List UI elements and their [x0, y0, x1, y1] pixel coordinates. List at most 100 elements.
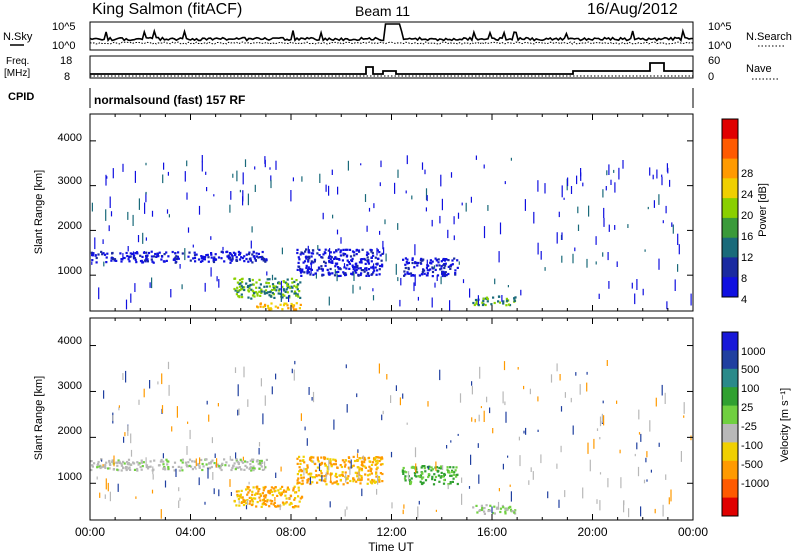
echo-cell-region-1	[245, 502, 248, 505]
echo-cell-region-1	[290, 290, 293, 293]
echo-cell-region-5	[481, 301, 484, 304]
cpid-program: normalsound (fast) 157 RF	[94, 93, 245, 107]
echo-cell-region-1	[259, 283, 262, 286]
echo-cell-scatter	[589, 459, 591, 472]
echo-cell-region-1	[285, 288, 288, 291]
echo-cell-region-0	[257, 462, 260, 466]
echo-cell-region-1	[298, 500, 301, 503]
echo-cell-region-3	[313, 260, 316, 263]
echo-cell-region-0	[239, 251, 242, 254]
echo-cell-scatter	[670, 489, 672, 502]
echo-cell-region-1	[258, 496, 261, 499]
echo-cell-region-2	[315, 474, 318, 477]
echo-cell-scatter	[106, 176, 108, 179]
echo-cell-region-4	[406, 262, 409, 265]
echo-cell-scatter	[376, 488, 378, 495]
echo-cell-region-4	[488, 509, 492, 512]
echo-cell-region-3	[410, 477, 413, 480]
echo-cell-region-0	[212, 260, 216, 264]
echo-cell-scatter	[270, 175, 272, 182]
echo-cell-region-3	[333, 251, 336, 254]
echo-cell-scatter	[540, 251, 542, 260]
echo-cell-region-3	[307, 260, 310, 263]
echo-cell-region-3	[439, 467, 442, 470]
echo-cell-region-1	[237, 498, 240, 501]
echo-cell-region-0	[102, 252, 105, 255]
echo-cell-region-4	[417, 261, 420, 265]
echo-cell-region-0	[238, 466, 241, 469]
echo-cell-scatter	[431, 219, 433, 227]
echo-cell-region-0	[234, 252, 237, 255]
power-cb-tick-8: 8	[741, 273, 747, 285]
echo-cell-region-2	[358, 469, 361, 472]
echo-cell-region-0	[260, 465, 263, 468]
echo-cell-scatter	[373, 203, 375, 209]
echo-cell-region-3	[336, 262, 339, 265]
echo-cell-region-1	[267, 490, 270, 493]
echo-cell-region-3	[409, 482, 412, 485]
echo-cell-region-0	[152, 261, 155, 264]
echo-cell-region-2	[334, 481, 337, 484]
echo-cell-region-3	[366, 256, 369, 259]
echo-cell-region-2	[309, 456, 312, 460]
echo-cell-region-2	[360, 467, 363, 470]
echo-cell-region-3	[310, 260, 313, 263]
echo-cell-region-3	[339, 254, 342, 257]
echo-cell-region-0	[118, 461, 121, 465]
echo-cell-region-1	[285, 501, 288, 504]
echo-cell-region-1	[270, 490, 273, 493]
echo-cell-region-2	[263, 305, 266, 308]
echo-cell-region-5	[492, 296, 495, 299]
echo-cell-region-2	[304, 468, 307, 471]
echo-cell-region-3	[430, 469, 433, 472]
echo-cell-region-3	[299, 267, 302, 271]
echo-cell-scatter	[439, 369, 441, 381]
echo-cell-region-1	[297, 486, 300, 489]
echo-cell-region-1	[284, 490, 288, 493]
echo-cell-scatter	[229, 479, 231, 487]
noise-right-tick-top: 10^5	[708, 21, 732, 33]
freq-label-1: Freq.	[6, 56, 29, 67]
echo-cell-region-0	[125, 466, 128, 469]
echo-cell-region-1	[240, 501, 243, 504]
echo-cell-region-3	[335, 250, 338, 253]
echo-cell-region-3	[357, 274, 360, 277]
echo-cell-region-3	[310, 255, 313, 258]
echo-cell-region-0	[191, 468, 194, 471]
velocity-ytick-2000: 2000	[58, 425, 82, 437]
echo-cell-region-1	[260, 505, 263, 508]
echo-cell-region-1	[245, 488, 248, 491]
colorbar-swatch	[722, 387, 738, 407]
echo-cell-region-3	[324, 248, 327, 251]
noise-left-tick-top: 10^5	[52, 21, 76, 33]
echo-cell-scatter	[230, 191, 232, 200]
echo-cell-region-4	[504, 512, 507, 515]
echo-cell-region-1	[250, 496, 253, 499]
echo-cell-region-4	[483, 510, 486, 513]
echo-cell-scatter	[400, 277, 402, 286]
echo-cell-region-3	[306, 272, 309, 275]
echo-cell-region-2	[362, 464, 365, 467]
echo-cell-scatter	[690, 293, 692, 306]
echo-cell-region-0	[232, 465, 235, 468]
echo-cell-region-2	[306, 466, 309, 469]
echo-cell-scatter	[649, 167, 651, 176]
echo-cell-region-3	[403, 470, 406, 473]
echo-cell-scatter	[399, 299, 401, 307]
echo-cell-region-2	[320, 472, 323, 475]
echo-cell-region-3	[301, 270, 304, 273]
echo-cell-scatter	[477, 295, 479, 305]
echo-cell-region-1	[276, 286, 279, 289]
echo-cell-region-1	[296, 286, 299, 289]
echo-cell-region-0	[228, 252, 232, 255]
echo-cell-region-0	[200, 458, 203, 462]
echo-cell-scatter	[390, 395, 392, 403]
echo-cell-region-1	[242, 503, 246, 507]
echo-cell-region-0	[174, 261, 177, 264]
echo-cell-scatter	[498, 488, 500, 492]
echo-cell-region-0	[187, 465, 190, 468]
echo-cell-region-1	[236, 493, 239, 496]
echo-cell-region-3	[299, 269, 302, 272]
echo-cell-region-0	[136, 467, 139, 471]
echo-cell-region-3	[328, 255, 331, 258]
